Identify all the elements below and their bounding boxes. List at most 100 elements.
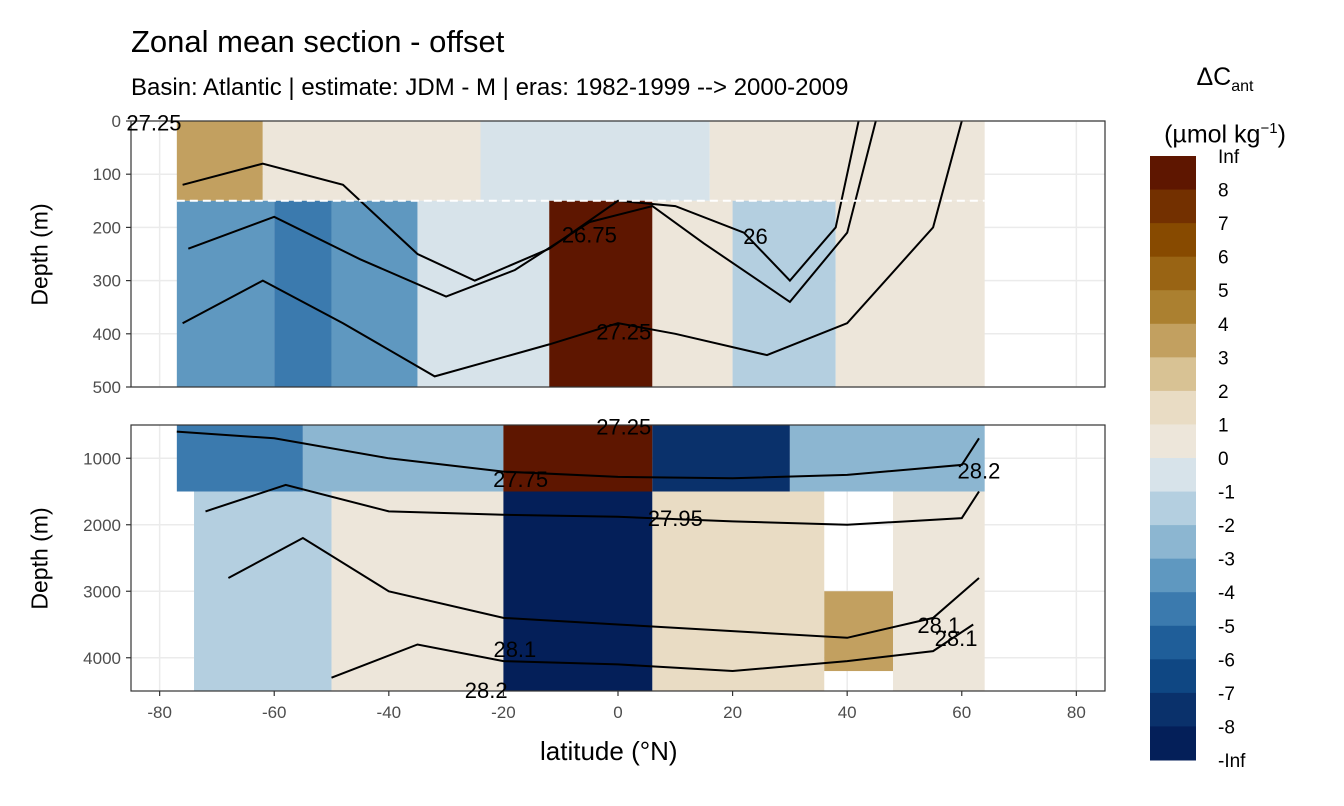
legend-title-unit: (µmol kg: [1164, 120, 1261, 149]
chart-subtitle: Basin: Atlantic | estimate: JDM - M | er…: [131, 74, 849, 101]
x-axis-label: latitude (°N): [540, 736, 678, 766]
legend-label: -8: [1218, 717, 1235, 738]
legend-color-swatch: [1150, 692, 1196, 727]
contour-label: 26: [743, 224, 767, 249]
delta-cant-field: [652, 491, 825, 691]
y-tick-label: 300: [93, 272, 121, 291]
legend-color-swatch: [1150, 189, 1196, 224]
delta-cant-field: [652, 200, 733, 387]
legend-label: 7: [1218, 214, 1229, 235]
y-tick-label: 200: [93, 218, 121, 237]
legend-color-swatch: [1150, 558, 1196, 593]
y-tick-label: 400: [93, 325, 121, 344]
delta-cant-field: [549, 200, 653, 387]
contour-label: 28.1: [935, 626, 978, 651]
contour-label: 27.95: [648, 506, 703, 531]
legend-color-swatch: [1150, 290, 1196, 325]
legend-label: -Inf: [1218, 751, 1246, 772]
legend-color-swatch: [1150, 592, 1196, 627]
legend-color-swatch: [1150, 390, 1196, 425]
legend-title-subscript: ant: [1231, 78, 1254, 95]
x-tick-label: 20: [723, 703, 742, 722]
delta-cant-field: [194, 491, 332, 691]
legend-label: -4: [1218, 583, 1235, 604]
isopycnal-line: [176, 430, 980, 480]
legend-title: ΔCant (µmol kg−1): [1150, 56, 1300, 155]
legend-color-swatch: [1150, 726, 1196, 761]
delta-cant-field: [331, 491, 504, 691]
delta-cant-field: [176, 121, 263, 201]
legend-color-swatch: [1150, 223, 1196, 258]
legend-color-swatch: [1150, 424, 1196, 459]
contour-label: 27.25: [596, 320, 651, 345]
y-tick-label: 1000: [83, 449, 121, 468]
contour-label: 28.2: [465, 678, 508, 703]
chart-title: Zonal mean section - offset: [131, 24, 505, 59]
y-tick-label: 500: [93, 378, 121, 397]
legend-label: -1: [1218, 483, 1235, 504]
legend-label: 3: [1218, 348, 1229, 369]
y-tick-label: 2000: [83, 516, 121, 535]
contour-label: 27.25: [596, 415, 651, 440]
legend-color-swatch: [1150, 625, 1196, 660]
contour-label: 28.1: [917, 613, 960, 638]
x-tick-label: 80: [1067, 703, 1086, 722]
legend-label: 5: [1218, 281, 1229, 302]
delta-cant-field: [732, 200, 836, 387]
legend-label: 8: [1218, 181, 1229, 202]
legend-label: 4: [1218, 315, 1229, 336]
legend-title-main: ΔC: [1196, 63, 1232, 91]
legend-color-swatch: [1150, 256, 1196, 291]
isopycnal-line: [331, 623, 974, 679]
legend-label: -3: [1218, 550, 1235, 571]
legend-color-swatch: [1150, 458, 1196, 493]
y-tick-label: 0: [112, 112, 121, 131]
delta-cant-field: [417, 200, 550, 387]
y-tick-label: 100: [93, 165, 121, 184]
legend-label: 2: [1218, 382, 1229, 403]
delta-cant-field: [503, 425, 653, 492]
y-tick-label: 4000: [83, 649, 121, 668]
legend-label: -6: [1218, 650, 1235, 671]
legend-color-swatch: [1150, 323, 1196, 358]
legend-label: 1: [1218, 415, 1229, 436]
legend-title-close: ): [1277, 120, 1286, 149]
x-tick-label: 40: [838, 703, 857, 722]
legend-color-swatch: [1150, 357, 1196, 392]
delta-cant-field: [176, 200, 275, 387]
delta-cant-field: [709, 121, 985, 201]
delta-cant-field: [503, 491, 653, 691]
x-tick-label: 60: [952, 703, 971, 722]
isopycnal-line: [205, 483, 980, 526]
delta-cant-field: [262, 121, 481, 201]
isopycnal-line: [182, 120, 963, 378]
delta-cant-field: [789, 425, 985, 492]
x-tick-label: -20: [491, 703, 516, 722]
delta-cant-field: [274, 200, 332, 387]
x-tick-label: -60: [262, 703, 287, 722]
isopycnal-line: [187, 120, 877, 304]
delta-cant-field: [331, 200, 418, 387]
legend-title-exponent: −1: [1260, 120, 1278, 137]
legend-color-swatch: [1150, 659, 1196, 694]
legend-label: 6: [1218, 248, 1229, 269]
legend-label: Inf: [1218, 147, 1240, 168]
delta-cant-field: [835, 200, 985, 387]
y-tick-label: 3000: [83, 582, 121, 601]
legend-label: 0: [1218, 449, 1229, 470]
legend-color-swatch: [1150, 525, 1196, 560]
legend-label: -5: [1218, 617, 1235, 638]
contour-label: 28.1: [493, 637, 536, 662]
x-tick-label: -80: [147, 703, 172, 722]
x-tick-label: -40: [377, 703, 402, 722]
isopycnal-line: [227, 536, 980, 639]
legend-color-swatch: [1150, 156, 1196, 191]
delta-cant-field: [480, 121, 710, 201]
contour-label: 27.75: [493, 467, 548, 492]
contour-label: 26.75: [562, 222, 617, 247]
contour-label: 28.2: [958, 459, 1001, 484]
legend-color-swatch: [1150, 491, 1196, 526]
contour-label: 27.25: [126, 111, 181, 136]
delta-cant-field: [302, 425, 504, 492]
